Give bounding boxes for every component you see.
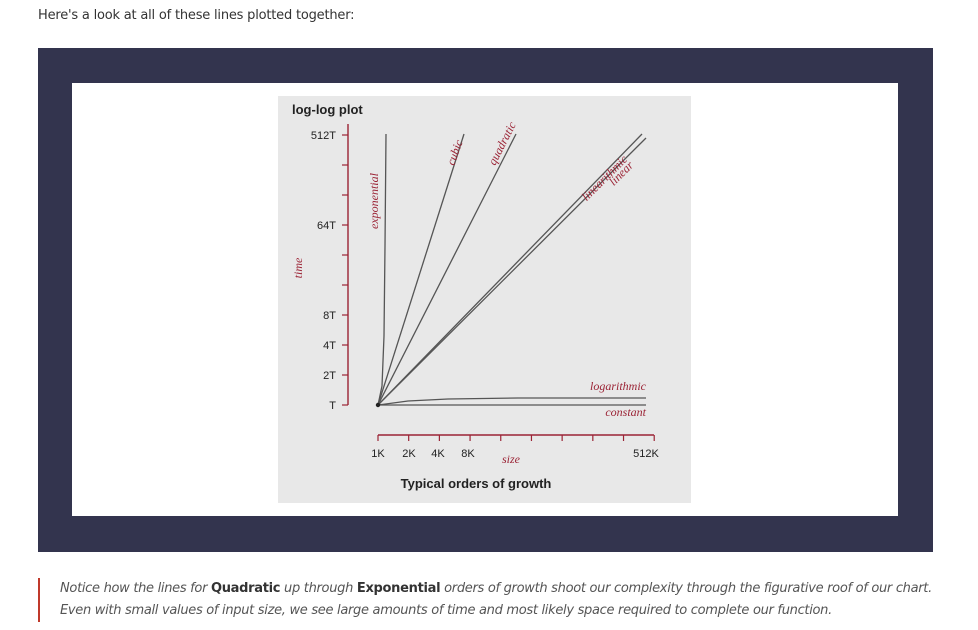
chart-title: log-log plot — [292, 102, 363, 117]
y-tick-label: T — [329, 400, 336, 412]
figure-inner: log-log plot T 2T 4T 8T 64T 512T time 1K 2K 4K 8K 51… — [72, 83, 898, 516]
figure-frame: log-log plot T 2T 4T 8T 64T 512T time 1K 2K 4K 8K 51… — [38, 48, 933, 552]
y-tick-label: 2T — [323, 370, 336, 382]
origin-point — [375, 402, 381, 408]
series-line-quadratic — [377, 133, 517, 406]
x-tick-label: 2K — [402, 448, 416, 460]
series-label-constant: constant — [605, 405, 646, 419]
note-text-3: orders of growth shoot our complexity th… — [60, 581, 932, 618]
note-bold-exponential: Exponential — [356, 581, 441, 596]
series-line-logarithmic — [377, 397, 646, 406]
chart-figure: log-log plot T 2T 4T 8T 64T 512T time 1K 2K 4K 8K 51… — [278, 96, 691, 503]
x-tick-label: 8K — [461, 448, 475, 460]
chart-svg: log-log plot T 2T 4T 8T 64T 512T time 1K 2K 4K 8K 51… — [291, 102, 660, 491]
series-line-exponential — [377, 133, 387, 406]
series-label-logarithmic: logarithmic — [590, 379, 647, 393]
series-label-cubic: cubic — [444, 137, 466, 167]
series-line-linear — [377, 137, 647, 406]
x-tick-label: 1K — [371, 448, 385, 460]
series-label-exponential: exponential — [367, 172, 381, 229]
y-tick-label: 8T — [323, 310, 336, 322]
y-tick-label: 4T — [323, 340, 336, 352]
note-bold-quadratic: Quadratic — [210, 581, 281, 596]
note-text-1: Notice how the lines for — [60, 581, 211, 596]
chart-caption: Typical orders of growth — [401, 476, 552, 491]
series-line-linearithmic — [377, 133, 643, 406]
x-tick-label: 512K — [633, 448, 659, 460]
note-blockquote: Notice how the lines for Quadratic up th… — [38, 578, 960, 622]
x-axis-label: size — [502, 452, 521, 466]
x-tick-label: 4K — [431, 448, 445, 460]
y-tick-label: 64T — [317, 220, 336, 232]
note-text-2: up through — [280, 581, 357, 596]
y-tick-label: 512T — [311, 130, 336, 142]
y-axis-label: time — [291, 257, 305, 278]
series-line-cubic — [377, 133, 465, 406]
intro-text: Here's a look at all of these lines plot… — [38, 8, 355, 23]
